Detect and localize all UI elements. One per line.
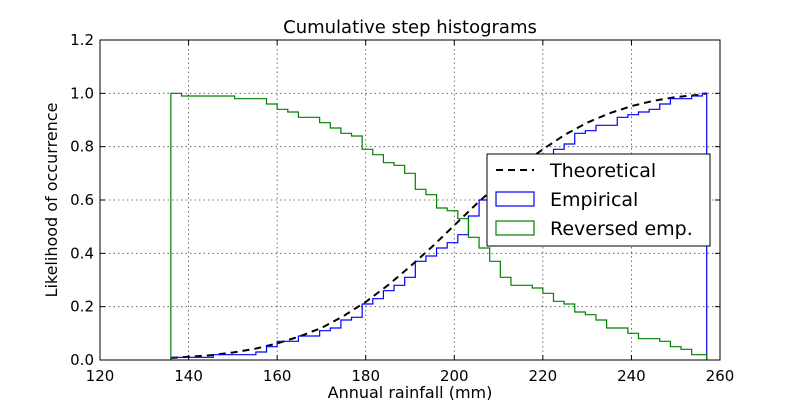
- x-tick-label: 140: [174, 367, 203, 385]
- x-tick-label: 240: [617, 367, 646, 385]
- x-tick-label: 120: [86, 367, 115, 385]
- y-tick-label: 0.4: [70, 244, 94, 262]
- x-tick-label: 220: [529, 367, 558, 385]
- y-tick-label: 0.8: [70, 138, 94, 156]
- grid: [100, 40, 720, 360]
- series-reversed-emp: [170, 92, 708, 360]
- x-tick-label: 200: [440, 367, 469, 385]
- y-axis-label: Likelihood of occurrence: [42, 103, 61, 298]
- y-tick-label: 0.6: [70, 191, 94, 209]
- legend-swatch-empirical: [495, 191, 535, 207]
- series-layer: [170, 92, 708, 360]
- legend-label-empirical: Empirical: [550, 189, 638, 211]
- x-tick-label: 260: [706, 367, 735, 385]
- y-tick-label: 0.2: [70, 298, 94, 316]
- legend-swatch-reversed-emp: [495, 220, 535, 236]
- x-tick-label: 180: [351, 367, 380, 385]
- series-theoretical: [170, 92, 707, 359]
- legend: Theoretical Empirical Reversed emp.: [486, 153, 711, 247]
- x-axis-label: Annual rainfall (mm): [328, 383, 493, 400]
- y-tick-label: 0.0: [70, 351, 94, 369]
- chart-title: Cumulative step histograms: [283, 17, 537, 38]
- legend-label-reversed-emp: Reversed emp.: [550, 218, 693, 240]
- y-tick-label: 1.0: [70, 84, 94, 102]
- ticks: 120 140 160 180 200 220 240 260 0.0 0.2 0.4 0.6 0.8 1…: [70, 31, 734, 385]
- legend-label-theoretical: Theoretical: [549, 160, 656, 182]
- y-tick-label: 1.2: [70, 31, 94, 49]
- x-tick-label: 160: [263, 367, 292, 385]
- series-empirical: [170, 92, 708, 360]
